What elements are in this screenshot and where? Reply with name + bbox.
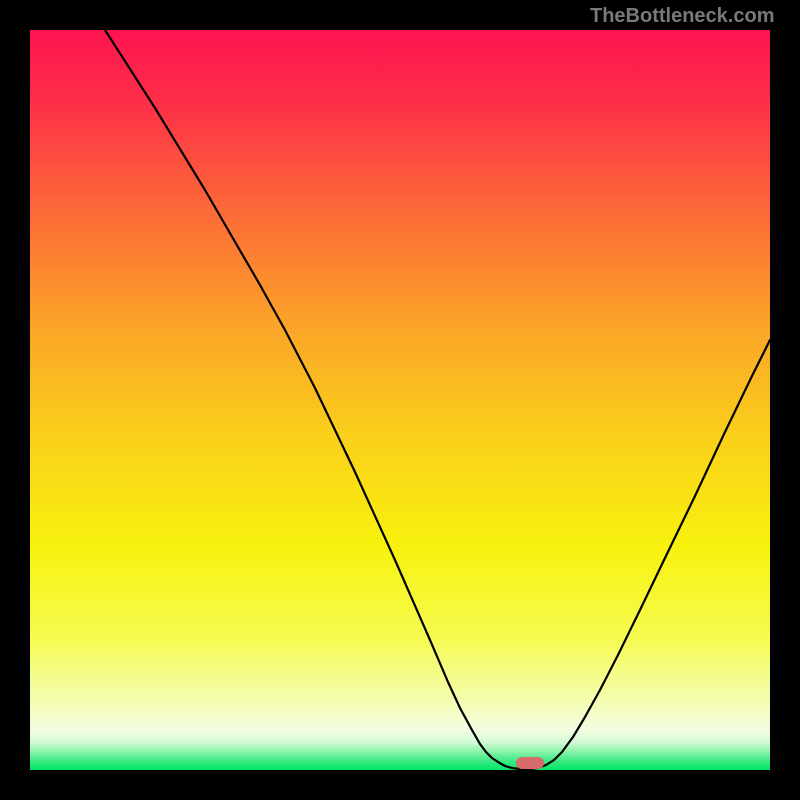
- border-left: [0, 0, 30, 800]
- border-right: [770, 0, 800, 800]
- watermark-text: TheBottleneck.com: [590, 5, 774, 27]
- chart-container: TheBottleneck.com: [0, 0, 800, 800]
- chart-svg: TheBottleneck.com: [0, 0, 800, 800]
- border-bottom: [0, 770, 800, 800]
- plot-background: [30, 30, 770, 770]
- optimal-marker: [516, 757, 544, 769]
